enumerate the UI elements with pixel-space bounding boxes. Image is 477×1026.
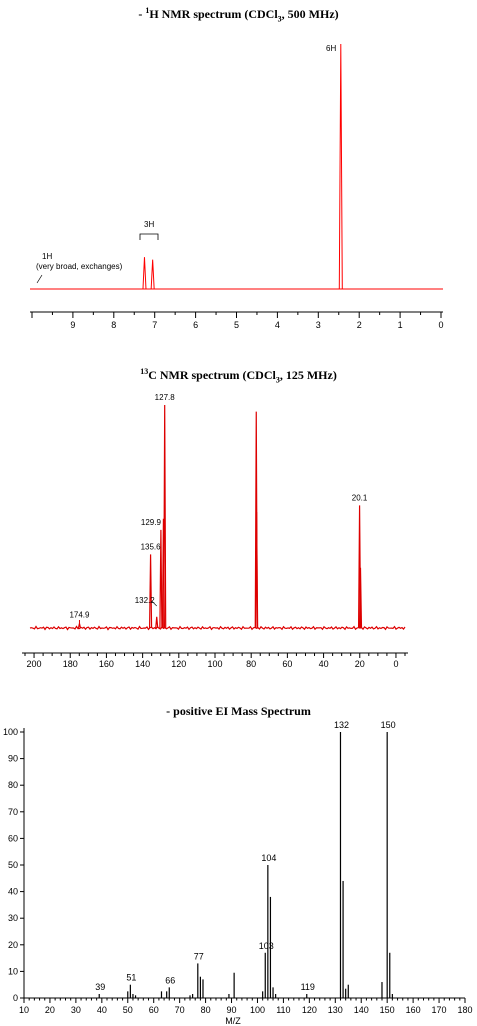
ms-x-tick-label: 10 <box>19 1005 29 1015</box>
hnmr-label-6h: 6H <box>326 44 336 53</box>
ms-x-tick-label: 130 <box>328 1005 343 1015</box>
cnmr-peak-label: 129.9 <box>141 518 162 527</box>
ms-peak-label: 103 <box>259 941 274 951</box>
ms-x-tick-label: 60 <box>149 1005 159 1015</box>
hnmr-peak <box>142 257 147 290</box>
hnmr-tick-label: 9 <box>70 320 75 330</box>
hnmr-label-1h: 1H <box>42 252 52 261</box>
ms-y-tick-label: 30 <box>8 913 18 923</box>
cnmr-baseline <box>29 625 406 631</box>
cnmr-tick-label: 20 <box>355 659 365 669</box>
ms-x-tick-label: 120 <box>302 1005 317 1015</box>
cnmr-tick-label: 120 <box>171 659 186 669</box>
hnmr-bracket <box>139 233 159 240</box>
cnmr-peak <box>155 616 159 629</box>
hnmr-peak <box>150 259 155 290</box>
ms-x-tick-label: 110 <box>276 1005 290 1015</box>
ms-x-tick-label: 80 <box>201 1005 211 1015</box>
cnmr-tick-label: 0 <box>393 659 398 669</box>
ms-xlabel: M/Z <box>225 1016 241 1026</box>
ms-peak-label: 51 <box>126 973 136 983</box>
ms-x-tick-label: 140 <box>354 1005 369 1015</box>
ms-x-tick-label: 20 <box>45 1005 55 1015</box>
hnmr-broad-pointer <box>36 274 43 284</box>
cnmr-peak <box>163 404 167 629</box>
ms-x-tick-label: 30 <box>71 1005 81 1015</box>
cnmr-tick-label: 180 <box>63 659 78 669</box>
hnmr-tick-label: 4 <box>275 320 280 330</box>
cnmr-peak <box>148 554 153 629</box>
ms-y-tick-label: 90 <box>8 754 18 764</box>
hnmr-tick-label: 6 <box>193 320 198 330</box>
ms-x-tick-label: 160 <box>406 1005 421 1015</box>
ms-x-tick-label: 180 <box>457 1005 472 1015</box>
cnmr-tick-label: 60 <box>282 659 292 669</box>
cnmr-title: 13C NMR spectrum (CDCl3, 125 MHz) <box>140 367 337 385</box>
ms-peak-label: 132 <box>334 720 349 730</box>
cnmr-peak-label: 174.9 <box>69 611 90 620</box>
ms-peak-label: 119 <box>301 982 315 992</box>
hnmr-label-3h: 3H <box>144 220 154 229</box>
cnmr-tick-label: 200 <box>27 659 42 669</box>
cnmr-label-pointer <box>151 600 157 607</box>
ms-peak-label: 77 <box>194 951 204 961</box>
ms-peak-label: 104 <box>261 853 276 863</box>
cnmr-tick-label: 140 <box>135 659 150 669</box>
ms-y-tick-label: 20 <box>8 940 18 950</box>
ms-x-tick-label: 70 <box>175 1005 185 1015</box>
cnmr-peak <box>255 512 259 629</box>
ms-peak-label: 66 <box>165 975 175 985</box>
ms-y-tick-label: 40 <box>8 887 18 897</box>
ms-peak-label: 150 <box>381 720 396 730</box>
ms-x-tick-label: 100 <box>250 1005 265 1015</box>
cnmr-tick-label: 80 <box>246 659 256 669</box>
ms-x-tick-label: 170 <box>432 1005 447 1015</box>
hnmr-tick-label: 7 <box>152 320 157 330</box>
ms-x-tick-label: 40 <box>97 1005 107 1015</box>
ms-y-tick-label: 100 <box>3 727 18 737</box>
ms-y-tick-label: 80 <box>8 780 18 790</box>
hnmr-tick-label: 8 <box>111 320 116 330</box>
ms-peak-label: 39 <box>95 982 105 992</box>
cnmr-peak-label: 127.8 <box>155 393 176 402</box>
cnmr-peak <box>159 529 163 629</box>
ms-x-tick-label: 90 <box>227 1005 237 1015</box>
hnmr-tick-label: 5 <box>234 320 239 330</box>
hnmr-peak <box>338 43 343 290</box>
hnmr-tick-label: 0 <box>438 320 443 330</box>
cnmr-peak-label: 20.1 <box>352 493 368 502</box>
cnmr-peak-label: 135.6 <box>141 542 162 551</box>
ms-y-tick-label: 10 <box>8 966 18 976</box>
hnmr-chart: 6H 3H 1H (very broad, exchanges) 9 8 7 6 5 4 3… <box>30 43 444 330</box>
cnmr-tick-label: 100 <box>207 659 222 669</box>
cnmr-peak-label: 132.2 <box>135 596 156 605</box>
hnmr-tick-label: 2 <box>357 320 362 330</box>
hnmr-label-broad: (very broad, exchanges) <box>36 262 123 271</box>
ms-title: - positive EI Mass Spectrum <box>166 704 311 718</box>
hnmr-title: - 1H NMR spectrum (CDCl3, 500 MHz) <box>138 6 339 24</box>
ms-y-tick-label: 70 <box>8 807 18 817</box>
ms-x-tick-label: 50 <box>123 1005 133 1015</box>
ms-y-tick-label: 50 <box>8 860 18 870</box>
cnmr-tick-label: 40 <box>319 659 329 669</box>
cnmr-tick-label: 160 <box>99 659 114 669</box>
ms-y-tick-label: 0 <box>13 993 18 1003</box>
hnmr-tick-label: 1 <box>398 320 403 330</box>
cnmr-peak <box>358 567 363 629</box>
hnmr-tick-label: 3 <box>316 320 321 330</box>
ms-x-tick-label: 150 <box>380 1005 395 1015</box>
ms-y-tick-label: 60 <box>8 833 18 843</box>
